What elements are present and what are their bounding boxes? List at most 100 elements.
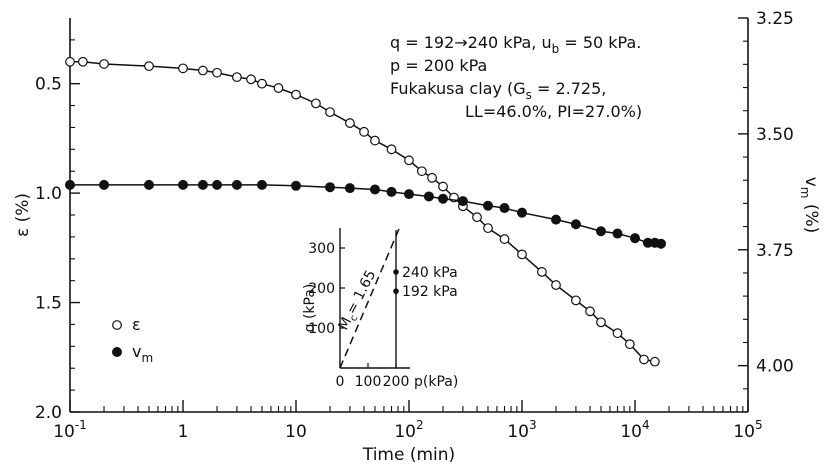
vm-data-point: [291, 180, 301, 191]
right-y-axis-title: vm (%): [798, 177, 821, 234]
right-y-axis-unit: (%): [801, 198, 821, 233]
left-y-axis-symbol: ε: [13, 222, 33, 237]
inset-y-tick-label: 100: [308, 321, 335, 337]
vm-data-point: [178, 179, 188, 190]
strain-data-point: [571, 295, 581, 306]
vm-data-point: [65, 179, 75, 190]
vm-data-point: [482, 200, 493, 211]
right-y-tick-label: 3.25: [756, 9, 794, 29]
annotation-q: q = 192→240 kPa, u: [390, 33, 552, 52]
strain-data-point: [246, 74, 256, 85]
vm-data-point: [570, 219, 581, 230]
inset-mc-value: = 1.65: [344, 268, 380, 317]
strain-data-point: [585, 306, 595, 317]
strain-data-point: [517, 249, 527, 260]
vm-data-point: [143, 179, 154, 190]
strain-data-point: [386, 144, 397, 155]
strain-data-point: [291, 89, 301, 100]
strain-data-point: [257, 78, 267, 89]
right-y-axis-subscript: m: [798, 187, 812, 199]
strain-data-point: [438, 181, 448, 192]
x-tick-label-base: 10: [285, 422, 307, 442]
vm-data-point: [457, 196, 468, 207]
right-y-tick-label: 4.00: [756, 357, 794, 377]
vm-data-point: [656, 238, 667, 249]
strain-data-point: [232, 72, 242, 82]
legend: εvm: [112, 315, 153, 365]
strain-data-point: [273, 83, 284, 93]
vm-data-point: [231, 179, 242, 190]
x-tick-label-exponent: 5: [755, 418, 763, 432]
vm-data-point: [386, 186, 397, 197]
inset-mc-label: Mc= 1.65: [336, 268, 382, 334]
strain-data-point: [624, 339, 635, 350]
plot-area: [65, 56, 667, 367]
strain-data-point: [404, 155, 414, 166]
legend-symbol: ε: [132, 315, 141, 334]
annotation-gs-value: = 2.725,: [532, 79, 606, 98]
left-y-tick-label: 0.5: [35, 75, 62, 95]
annotation-block: q = 192→240 kPa, ub = 50 kPa.p = 200 kPa…: [390, 33, 642, 121]
inset-x-tick-label: 100: [355, 374, 382, 390]
x-tick-label-exponent: 4: [642, 418, 650, 432]
annotation-clay: Fukakusa clay (G: [390, 79, 526, 98]
strain-data-point: [370, 135, 380, 146]
strain-data-point: [65, 56, 75, 67]
vm-data-point: [99, 179, 110, 190]
strain-data-point: [359, 126, 369, 137]
inset-stress-point: [393, 269, 399, 275]
strain-data-point: [310, 98, 321, 109]
strain-data-point: [551, 280, 561, 290]
x-tick-label-exponent: -1: [75, 418, 87, 432]
strain-data-point: [197, 65, 208, 76]
x-tick-label: 103: [507, 418, 536, 442]
x-axis-title: Time (min): [362, 445, 455, 465]
vm-data-point: [256, 179, 267, 190]
vm-data-point: [423, 191, 434, 202]
vm-data-point: [499, 203, 510, 214]
inset-x-axis-title: p(kPa): [414, 374, 458, 390]
legend-marker-strain: [112, 320, 122, 330]
annotation-ub-subscript: b: [552, 42, 560, 56]
x-tick-label-exponent: 3: [529, 418, 537, 432]
inset-mc-subscript: c: [348, 313, 360, 323]
annotation-line-2: p = 200 kPa: [390, 56, 487, 75]
strain-data-point: [612, 328, 623, 339]
x-tick-label: 102: [394, 418, 423, 442]
strain-data-point: [536, 267, 547, 277]
strain-data-point: [472, 212, 482, 223]
x-tick-label-base: 10: [394, 422, 416, 442]
strain-data-point: [649, 356, 660, 367]
strain-data-point: [499, 234, 510, 244]
annotation-line-1: q = 192→240 kPa, ub = 50 kPa.: [390, 33, 641, 56]
x-tick-label-base: 10: [507, 422, 529, 442]
vm-data-point: [612, 228, 623, 239]
vm-data-point: [369, 184, 380, 195]
strain-data-point: [212, 67, 222, 78]
vm-data-point: [438, 193, 449, 204]
legend-subscript: m: [141, 351, 153, 365]
legend-marker-vm: [112, 347, 122, 357]
vm-data-point: [325, 182, 336, 193]
vm-data-point: [642, 237, 653, 248]
legend-symbol: v: [132, 342, 141, 361]
right-y-axis-symbol: v: [801, 177, 821, 187]
x-tick-label: 104: [620, 418, 649, 442]
vm-data-point: [595, 226, 606, 237]
vm-data-point: [404, 189, 414, 200]
right-y-tick-label: 3.50: [756, 125, 794, 145]
strain-data-point: [416, 166, 427, 177]
legend-label: ε: [132, 315, 141, 334]
left-y-axis-title: ε (%): [13, 193, 33, 237]
x-tick-label: 1: [178, 422, 189, 442]
vm-data-point: [344, 183, 355, 194]
strain-data-point: [325, 107, 335, 118]
x-tick-label-base: 1: [178, 422, 189, 442]
left-y-tick-label: 1.5: [35, 294, 62, 314]
left-y-tick-label: 2.0: [35, 403, 62, 423]
inset-stress-point: [393, 288, 399, 295]
vm-data-point: [212, 179, 223, 190]
